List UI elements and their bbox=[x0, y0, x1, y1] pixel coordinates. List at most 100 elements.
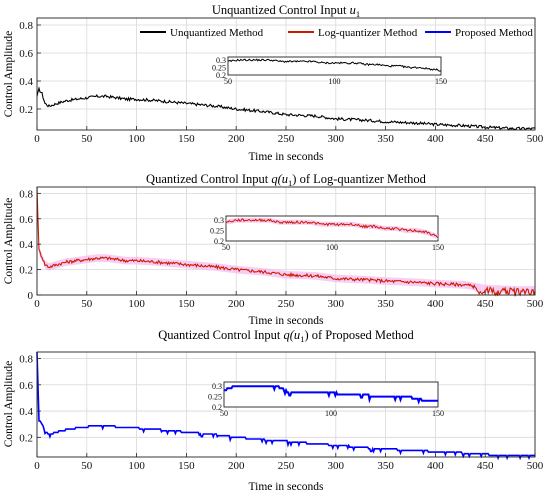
y-tick-label: 0.8 bbox=[19, 354, 33, 366]
inset-frame bbox=[223, 381, 439, 408]
chart-title: Quantized Control Input q(u1) of Log-qua… bbox=[146, 172, 427, 188]
y-tick-label: 0.4 bbox=[19, 239, 33, 251]
x-tick-label: 100 bbox=[128, 133, 145, 145]
inset-x-tick-label: 50 bbox=[220, 409, 228, 418]
inset-x-tick-label: 150 bbox=[432, 243, 444, 252]
x-tick-label: 200 bbox=[228, 133, 245, 145]
chart-title-subscript: 1 bbox=[356, 9, 360, 19]
y-tick-label: 0.6 bbox=[19, 214, 33, 226]
x-tick-label: 200 bbox=[228, 460, 245, 472]
y-tick-label: 0.6 bbox=[19, 48, 33, 60]
x-tick-label: 500 bbox=[527, 460, 544, 472]
y-tick-label: 0.2 bbox=[19, 265, 33, 277]
x-axis-label: Time in seconds bbox=[249, 481, 324, 493]
inset-x-tick-label: 150 bbox=[435, 77, 447, 86]
y-tick-label: 0.2 bbox=[19, 104, 33, 116]
x-tick-label: 50 bbox=[81, 460, 93, 472]
x-tick-label: 500 bbox=[527, 298, 544, 310]
x-tick-label: 450 bbox=[477, 298, 494, 310]
y-axis-label: Control Amplitude bbox=[3, 198, 15, 285]
chart-title-text: Quantized Control Input bbox=[146, 172, 271, 186]
chart-title-suffix: ) of Log-quantizer Method bbox=[292, 172, 426, 186]
x-tick-label: 150 bbox=[178, 460, 195, 472]
y-tick-label: 0.4 bbox=[19, 406, 33, 418]
y-axis-label: Control Amplitude bbox=[3, 31, 15, 118]
y-tick-label: 0.2 bbox=[19, 432, 33, 444]
chart-panel-2: Quantized Control Input q(u1) of Log-qua… bbox=[3, 172, 544, 327]
series-line-unquantized-method bbox=[36, 86, 536, 131]
x-tick-label: 100 bbox=[128, 460, 145, 472]
x-tick-label: 50 bbox=[81, 298, 93, 310]
x-tick-label: 350 bbox=[377, 460, 394, 472]
x-tick-label: 350 bbox=[377, 133, 394, 145]
inset-y-tick-label: 0.3 bbox=[214, 216, 224, 225]
chart-title-text: Unquantized Control Input bbox=[212, 3, 350, 17]
series-line-log-quantizer-method bbox=[36, 186, 536, 297]
inset-x-tick-label: 150 bbox=[432, 409, 444, 418]
inset-x-tick-label: 100 bbox=[325, 409, 337, 418]
inset-y-tick-label: 0.3 bbox=[216, 56, 226, 65]
legend-label: Proposed Method bbox=[455, 27, 533, 39]
x-tick-label: 250 bbox=[278, 298, 295, 310]
x-tick-label: 450 bbox=[477, 133, 494, 145]
series-line-proposed-method bbox=[36, 351, 535, 461]
x-tick-label: 150 bbox=[178, 298, 195, 310]
chart-title: Quantized Control Input q(u1) of Propose… bbox=[158, 328, 414, 344]
x-tick-label: 400 bbox=[427, 460, 444, 472]
x-axis-label: Time in seconds bbox=[249, 315, 324, 327]
legend-label: Log-quantizer Method bbox=[318, 27, 418, 39]
x-tick-label: 0 bbox=[34, 133, 40, 145]
inset-zoom: 50 100 150 0.20.250.3 bbox=[212, 56, 447, 86]
y-tick-label: 0.8 bbox=[19, 188, 33, 200]
y-tick-label: 0 bbox=[28, 290, 34, 302]
inset-frame bbox=[227, 56, 442, 76]
inset-y-tick-label: 0.3 bbox=[212, 382, 222, 391]
y-tick-label: 0.6 bbox=[19, 380, 33, 392]
x-tick-label: 0 bbox=[34, 298, 40, 310]
chart-title-text: Quantized Control Input bbox=[158, 328, 283, 342]
chart-title-math: q(u bbox=[271, 172, 288, 186]
chart-title-math: q(u bbox=[284, 328, 301, 342]
inset-y-tick-label: 0.25 bbox=[210, 227, 224, 236]
x-tick-label: 300 bbox=[328, 460, 345, 472]
x-tick-label: 150 bbox=[178, 133, 195, 145]
x-axis-label: Time in seconds bbox=[249, 151, 324, 163]
inset-x-tick-label: 50 bbox=[222, 243, 230, 252]
x-tick-label: 50 bbox=[81, 133, 93, 145]
chart-panel-1: Unquantized Control Input u10 50 100 150 200… bbox=[3, 3, 544, 163]
inset-log-band bbox=[226, 217, 438, 240]
inset-y-tick-label: 0.2 bbox=[212, 403, 222, 412]
inset-series-line bbox=[225, 218, 439, 239]
chart-title-suffix: ) of Proposed Method bbox=[304, 328, 414, 342]
inset-y-tick-label: 0.2 bbox=[216, 71, 226, 80]
inset-y-tick-label: 0.25 bbox=[212, 64, 226, 73]
inset-y-tick-label: 0.2 bbox=[214, 237, 224, 246]
inset-series-line bbox=[224, 385, 438, 405]
x-tick-label: 250 bbox=[278, 460, 295, 472]
x-tick-label: 400 bbox=[427, 298, 444, 310]
x-tick-label: 0 bbox=[34, 460, 40, 472]
x-tick-label: 200 bbox=[228, 298, 245, 310]
inset-x-tick-label: 50 bbox=[224, 77, 232, 86]
chart-title: Unquantized Control Input u1 bbox=[212, 3, 360, 19]
x-tick-label: 300 bbox=[328, 298, 345, 310]
inset-zoom: 50 100 150 0.20.25 0.3 bbox=[210, 215, 444, 252]
chart-title-subscript: 1 bbox=[300, 334, 304, 344]
x-tick-label: 350 bbox=[377, 298, 394, 310]
inset-x-tick-label: 100 bbox=[329, 77, 341, 86]
inset-x-tick-label: 100 bbox=[326, 243, 338, 252]
inset-series-line bbox=[228, 58, 442, 72]
x-tick-label: 500 bbox=[527, 133, 544, 145]
x-tick-label: 100 bbox=[128, 298, 145, 310]
chart-title-subscript: 1 bbox=[288, 178, 292, 188]
x-tick-label: 450 bbox=[477, 460, 494, 472]
x-tick-label: 300 bbox=[328, 133, 345, 145]
legend-label: Unquantized Method bbox=[170, 27, 264, 39]
y-tick-label: 0.8 bbox=[19, 20, 33, 32]
chart-title-math: u bbox=[350, 3, 356, 17]
legend: Unquantized Method Log-quantizer Method Pr… bbox=[140, 27, 533, 39]
y-axis-label: Control Amplitude bbox=[3, 361, 15, 448]
y-tick-label: 0.4 bbox=[19, 76, 33, 88]
